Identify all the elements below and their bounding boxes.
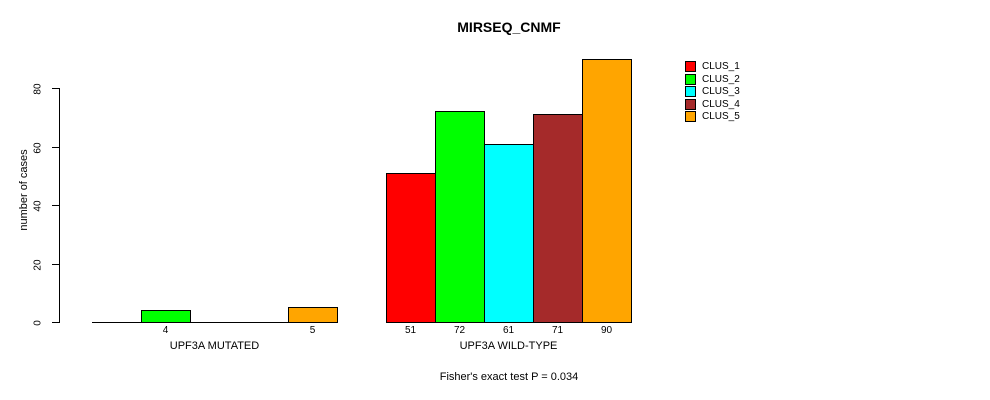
- bar-value-label: 4: [162, 325, 169, 336]
- legend-label: CLUS_3: [702, 86, 740, 98]
- bar-clus_1-group2: [386, 173, 436, 323]
- chart-title: MIRSEQ_CNMF: [457, 19, 561, 35]
- y-tick: [52, 264, 59, 265]
- x-group-label: UPF3A WILD-TYPE: [459, 340, 558, 352]
- y-tick-label: 0: [32, 319, 44, 326]
- bar-clus_5-group2: [582, 59, 632, 323]
- legend-item-clus_1: CLUS_1: [685, 61, 740, 73]
- legend-label: CLUS_1: [702, 61, 740, 73]
- legend-swatch: [685, 61, 696, 73]
- y-tick-label: 80: [32, 82, 44, 95]
- legend-label: CLUS_2: [702, 73, 740, 85]
- legend-swatch: [685, 111, 696, 123]
- legend-item-clus_3: CLUS_3: [685, 86, 740, 98]
- y-tick-label: 20: [32, 258, 44, 271]
- bar-clus_5-group1: [288, 307, 338, 323]
- legend-swatch: [685, 98, 696, 110]
- legend-label: CLUS_4: [702, 98, 740, 110]
- bar-clus_3-group2: [484, 144, 534, 323]
- y-axis-label: number of cases: [18, 149, 30, 231]
- y-axis: [59, 88, 60, 323]
- bar-value-label: 90: [600, 325, 613, 336]
- bar-clus_4-group2: [533, 114, 583, 323]
- bar-value-label: 51: [404, 325, 417, 336]
- bar-value-label: 61: [502, 325, 515, 336]
- legend-item-clus_5: CLUS_5: [685, 111, 740, 123]
- legend-swatch: [685, 73, 696, 85]
- legend: CLUS_1 CLUS_2 CLUS_3 CLUS_4 CLUS_5: [685, 61, 740, 124]
- y-tick: [52, 147, 59, 148]
- y-tick: [52, 88, 59, 89]
- bar-clus_2-group1: [141, 310, 191, 323]
- legend-label: CLUS_5: [702, 111, 740, 123]
- legend-item-clus_2: CLUS_2: [685, 73, 740, 86]
- x-group-label: UPF3A MUTATED: [169, 340, 260, 352]
- y-tick: [52, 322, 59, 323]
- y-tick: [52, 205, 59, 206]
- legend-item-clus_4: CLUS_4: [685, 98, 740, 111]
- bar-clus_2-group2: [435, 111, 485, 323]
- y-tick-label: 40: [32, 199, 44, 212]
- legend-swatch: [685, 86, 696, 98]
- bar-value-label: 71: [551, 325, 564, 336]
- y-tick-label: 60: [32, 141, 44, 154]
- bar-value-label: 5: [309, 325, 316, 336]
- bar-value-label: 72: [453, 325, 466, 336]
- x-baseline: [92, 322, 338, 323]
- fisher-test-note: Fisher's exact test P = 0.034: [439, 371, 579, 383]
